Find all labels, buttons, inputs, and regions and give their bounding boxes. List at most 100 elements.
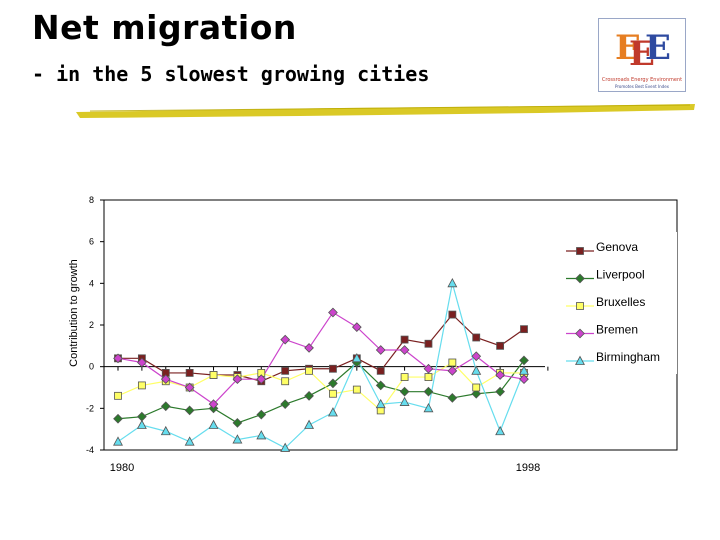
- data-point-birmingham: [256, 430, 267, 440]
- data-point-bremen: [256, 374, 267, 385]
- series-line-bruxelles: [117, 361, 524, 412]
- data-point-bruxelles: [424, 373, 433, 381]
- data-point-bremen: [495, 370, 505, 380]
- legend-marker-bremen: [575, 328, 585, 339]
- data-point-bremen: [137, 357, 147, 368]
- y-tick-label: 2: [89, 320, 94, 330]
- data-point-liverpool: [160, 401, 171, 412]
- legend-label-birmingham: Birmingham: [596, 350, 660, 364]
- data-point-birmingham: [113, 436, 123, 446]
- data-point-liverpool: [375, 380, 386, 391]
- data-point-bruxelles: [329, 389, 337, 398]
- slide-title: Net migration: [32, 8, 297, 47]
- data-point-birmingham: [351, 352, 362, 363]
- data-point-bremen: [113, 353, 123, 364]
- data-point-genova: [281, 366, 290, 375]
- data-point-liverpool: [232, 418, 243, 428]
- data-point-genova: [448, 310, 457, 319]
- data-point-genova: [400, 335, 409, 344]
- data-point-bremen: [471, 351, 482, 362]
- data-point-bruxelles: [472, 383, 481, 392]
- legend-label-bremen: Bremen: [596, 323, 638, 337]
- data-point-bruxelles: [137, 381, 146, 390]
- data-point-liverpool: [328, 378, 338, 389]
- legend-marker-genova: [576, 247, 584, 255]
- data-point-bremen: [160, 374, 171, 385]
- logo-mark-icon: E E E: [615, 28, 671, 74]
- y-tick-label: -4: [86, 445, 94, 455]
- data-point-bremen: [280, 334, 291, 345]
- data-point-genova: [185, 369, 194, 377]
- data-point-birmingham: [280, 442, 291, 452]
- y-tick-label: 6: [89, 237, 94, 247]
- y-tick-label: 0: [89, 362, 94, 372]
- data-point-liverpool: [399, 386, 410, 397]
- data-point-bruxelles: [400, 373, 409, 381]
- series-line-birmingham: [117, 283, 525, 449]
- data-point-bruxelles: [352, 385, 361, 394]
- data-point-liverpool: [113, 413, 123, 424]
- data-point-liverpool: [519, 355, 529, 366]
- data-point-bremen: [351, 322, 362, 332]
- series-line-liverpool: [117, 360, 525, 424]
- svg-text:E: E: [629, 34, 655, 74]
- data-point-genova: [424, 339, 433, 348]
- data-point-birmingham: [447, 277, 458, 288]
- svg-text:E: E: [645, 28, 671, 68]
- data-point-bremen: [519, 374, 529, 385]
- data-point-birmingham: [136, 419, 147, 429]
- data-point-bruxelles: [448, 358, 457, 367]
- data-point-birmingham: [423, 402, 434, 413]
- data-point-bremen: [208, 399, 219, 410]
- legend-marker-bruxelles: [576, 302, 584, 310]
- data-point-birmingham: [160, 425, 171, 436]
- data-point-bruxelles: [209, 371, 218, 379]
- data-point-bremen: [423, 363, 434, 374]
- data-point-bruxelles: [114, 391, 122, 400]
- data-point-liverpool: [423, 386, 434, 397]
- data-point-liverpool: [256, 409, 267, 420]
- logo-subcaption: Promotes Best Event Index: [615, 84, 669, 89]
- data-point-genova: [329, 364, 337, 373]
- data-point-bremen: [375, 345, 386, 355]
- data-point-bremen: [447, 365, 458, 376]
- legend-marker-liverpool: [575, 273, 585, 284]
- title-underline-decoration: [76, 104, 695, 118]
- legend-label-bruxelles: Bruxelles: [596, 295, 645, 309]
- data-point-bremen: [184, 382, 195, 393]
- y-tick-label: -2: [86, 403, 94, 413]
- data-point-genova: [472, 333, 481, 342]
- x-tick-label-start: 1980: [110, 462, 134, 474]
- data-point-liverpool: [495, 386, 505, 397]
- slide-subtitle: - in the 5 slowest growing cities: [32, 62, 430, 86]
- data-point-bremen: [328, 307, 338, 318]
- data-point-bremen: [304, 343, 314, 353]
- data-point-bremen: [232, 374, 243, 385]
- y-axis-label: Contribution to growth: [68, 259, 80, 367]
- y-tick-label: 8: [89, 195, 94, 205]
- data-point-birmingham: [375, 398, 386, 409]
- data-point-bruxelles: [281, 377, 290, 386]
- data-point-liverpool: [184, 405, 195, 416]
- series-line-bremen: [117, 311, 525, 405]
- data-point-liverpool: [447, 393, 458, 403]
- data-point-birmingham: [232, 434, 243, 444]
- logo-caption: Crossroads Energy Environment: [601, 77, 683, 83]
- data-point-birmingham: [327, 407, 338, 417]
- logo: E E E Crossroads Energy Environment Prom…: [598, 18, 686, 92]
- y-tick-label: 4: [89, 278, 94, 288]
- x-tick-label-end: 1998: [516, 462, 540, 474]
- data-point-birmingham: [208, 419, 219, 429]
- title-underline-decoration-edge: [89, 104, 691, 112]
- data-point-birmingham: [304, 419, 315, 429]
- data-point-bremen: [399, 345, 410, 355]
- legend-label-liverpool: Liverpool: [596, 268, 645, 282]
- svg-text:E: E: [615, 28, 641, 68]
- data-point-bruxelles: [305, 366, 313, 375]
- data-point-liverpool: [471, 388, 482, 399]
- data-point-genova: [520, 325, 528, 334]
- data-point-genova: [376, 366, 385, 375]
- data-point-liverpool: [304, 390, 314, 401]
- data-point-birmingham: [519, 365, 529, 375]
- data-point-birmingham: [399, 396, 410, 406]
